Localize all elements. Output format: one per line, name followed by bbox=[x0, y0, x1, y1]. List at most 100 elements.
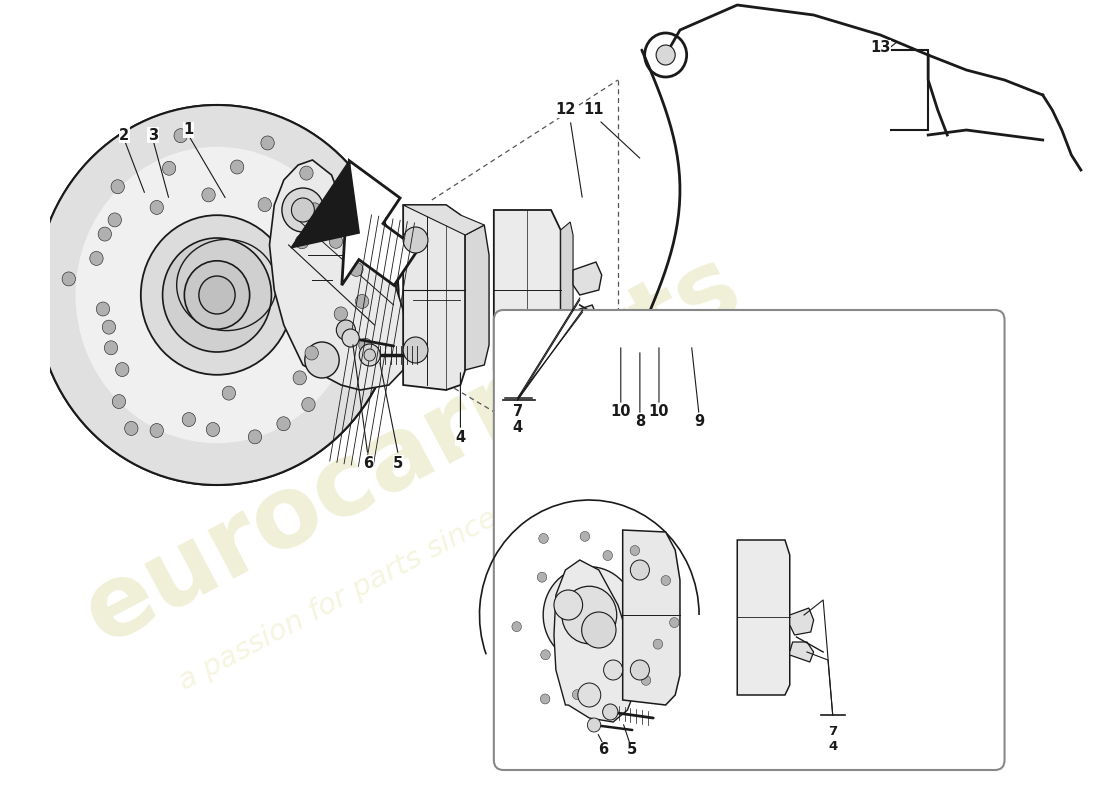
Text: 6: 6 bbox=[363, 455, 373, 470]
Text: eurocarparts: eurocarparts bbox=[68, 236, 757, 664]
Circle shape bbox=[295, 234, 309, 249]
Circle shape bbox=[282, 188, 323, 232]
Circle shape bbox=[661, 575, 671, 586]
Circle shape bbox=[630, 560, 649, 580]
Circle shape bbox=[403, 227, 428, 253]
Circle shape bbox=[150, 201, 164, 214]
Circle shape bbox=[230, 160, 244, 174]
Text: 3: 3 bbox=[148, 127, 158, 142]
Polygon shape bbox=[494, 210, 561, 370]
Circle shape bbox=[124, 422, 138, 435]
Text: 2: 2 bbox=[119, 127, 130, 142]
Circle shape bbox=[329, 234, 342, 248]
Polygon shape bbox=[790, 642, 814, 662]
Circle shape bbox=[539, 534, 548, 543]
Ellipse shape bbox=[35, 105, 398, 485]
Circle shape bbox=[141, 215, 294, 374]
Circle shape bbox=[656, 45, 675, 65]
Circle shape bbox=[261, 136, 274, 150]
Circle shape bbox=[305, 342, 339, 378]
Polygon shape bbox=[737, 540, 790, 695]
Circle shape bbox=[582, 612, 616, 648]
Circle shape bbox=[360, 344, 381, 366]
Circle shape bbox=[355, 294, 368, 309]
Circle shape bbox=[277, 417, 290, 430]
Polygon shape bbox=[342, 161, 418, 286]
Text: 7: 7 bbox=[828, 725, 837, 738]
Circle shape bbox=[670, 618, 679, 627]
Text: 9: 9 bbox=[694, 414, 704, 430]
Polygon shape bbox=[561, 222, 573, 355]
Text: 11: 11 bbox=[584, 102, 604, 118]
Circle shape bbox=[97, 302, 110, 316]
Circle shape bbox=[403, 337, 428, 363]
Circle shape bbox=[572, 690, 582, 700]
Text: 12: 12 bbox=[556, 102, 575, 118]
Circle shape bbox=[636, 322, 651, 338]
Circle shape bbox=[185, 261, 250, 330]
Circle shape bbox=[630, 546, 639, 555]
Circle shape bbox=[102, 320, 116, 334]
Circle shape bbox=[292, 198, 315, 222]
Circle shape bbox=[627, 312, 661, 348]
Circle shape bbox=[293, 371, 307, 385]
Circle shape bbox=[543, 566, 636, 663]
Text: 13: 13 bbox=[870, 41, 891, 55]
Circle shape bbox=[554, 590, 583, 620]
Circle shape bbox=[108, 213, 121, 227]
Circle shape bbox=[541, 650, 550, 660]
Text: 5: 5 bbox=[627, 742, 637, 758]
Circle shape bbox=[613, 326, 629, 344]
Circle shape bbox=[150, 423, 164, 438]
Circle shape bbox=[350, 262, 363, 277]
Circle shape bbox=[650, 326, 668, 344]
Circle shape bbox=[202, 188, 216, 202]
Text: 10: 10 bbox=[649, 405, 669, 419]
Circle shape bbox=[630, 660, 649, 680]
Circle shape bbox=[580, 531, 590, 542]
FancyBboxPatch shape bbox=[494, 310, 1004, 770]
Circle shape bbox=[512, 622, 521, 632]
Circle shape bbox=[603, 550, 613, 561]
Polygon shape bbox=[623, 530, 680, 705]
Polygon shape bbox=[270, 160, 408, 390]
Circle shape bbox=[183, 413, 196, 426]
Circle shape bbox=[359, 338, 372, 352]
Circle shape bbox=[364, 349, 375, 361]
Circle shape bbox=[199, 276, 235, 314]
Circle shape bbox=[334, 307, 348, 321]
Text: 5: 5 bbox=[393, 455, 404, 470]
Circle shape bbox=[249, 430, 262, 444]
Circle shape bbox=[641, 675, 651, 686]
Text: 7: 7 bbox=[513, 405, 522, 419]
Circle shape bbox=[300, 166, 313, 180]
Text: 4: 4 bbox=[513, 419, 522, 434]
Text: 1: 1 bbox=[184, 122, 194, 138]
Text: 10: 10 bbox=[610, 405, 631, 419]
Polygon shape bbox=[403, 205, 465, 390]
Circle shape bbox=[342, 329, 360, 347]
Circle shape bbox=[604, 660, 623, 680]
Text: 4: 4 bbox=[455, 430, 465, 446]
Circle shape bbox=[337, 320, 355, 340]
Circle shape bbox=[207, 422, 220, 437]
Polygon shape bbox=[630, 320, 651, 350]
Text: 8: 8 bbox=[635, 414, 645, 430]
Text: 4: 4 bbox=[828, 740, 837, 753]
Circle shape bbox=[98, 227, 111, 241]
Circle shape bbox=[540, 694, 550, 704]
Circle shape bbox=[163, 162, 176, 175]
Circle shape bbox=[222, 386, 235, 400]
Circle shape bbox=[653, 639, 662, 649]
Circle shape bbox=[308, 203, 321, 217]
Circle shape bbox=[111, 180, 124, 194]
Circle shape bbox=[301, 398, 315, 411]
Circle shape bbox=[258, 198, 272, 212]
Circle shape bbox=[90, 251, 103, 266]
Polygon shape bbox=[292, 161, 360, 248]
Circle shape bbox=[62, 272, 76, 286]
Circle shape bbox=[608, 670, 618, 680]
Polygon shape bbox=[554, 560, 637, 722]
Polygon shape bbox=[573, 262, 602, 295]
Circle shape bbox=[587, 718, 601, 732]
